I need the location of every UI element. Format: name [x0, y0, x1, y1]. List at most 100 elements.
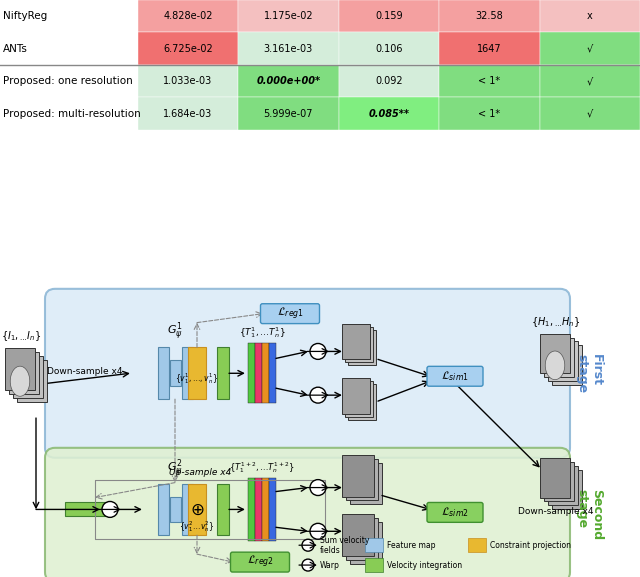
Bar — [188, 347, 206, 399]
Text: Velocity integration: Velocity integration — [387, 561, 462, 569]
Ellipse shape — [10, 366, 29, 396]
Bar — [255, 478, 262, 541]
Text: √: √ — [587, 76, 593, 86]
Bar — [157, 484, 168, 535]
Bar — [439, 0, 540, 32]
Text: Feature map: Feature map — [387, 541, 435, 550]
Bar — [182, 484, 193, 535]
Bar — [170, 496, 180, 522]
FancyBboxPatch shape — [427, 366, 483, 386]
Bar — [248, 343, 255, 403]
Bar — [238, 65, 339, 98]
Text: 6.725e-02: 6.725e-02 — [163, 44, 212, 54]
Text: Up-sample x4: Up-sample x4 — [169, 468, 231, 477]
Bar — [269, 343, 276, 403]
Bar — [5, 349, 35, 390]
Bar — [552, 470, 582, 509]
Bar — [138, 65, 238, 98]
Bar — [540, 65, 640, 98]
Text: $G^2_\psi$: $G^2_\psi$ — [167, 458, 183, 479]
Bar — [345, 327, 373, 362]
Bar — [17, 361, 47, 402]
Text: x: x — [587, 11, 593, 21]
Bar — [138, 98, 238, 130]
Text: Down-sample x4: Down-sample x4 — [47, 368, 123, 376]
Text: $\mathcal{L}_{reg1}$: $\mathcal{L}_{reg1}$ — [276, 305, 303, 322]
Text: Proposed: one resolution: Proposed: one resolution — [3, 76, 133, 86]
Bar — [439, 65, 540, 98]
Bar — [346, 518, 378, 560]
Bar — [339, 0, 439, 32]
Bar — [342, 455, 374, 496]
Text: 0.000e+00*: 0.000e+00* — [256, 76, 321, 86]
FancyBboxPatch shape — [230, 552, 289, 572]
Text: 0.085**: 0.085** — [368, 108, 410, 119]
Text: Warp: Warp — [320, 561, 340, 569]
Bar — [170, 361, 180, 386]
Bar — [468, 538, 486, 552]
Bar — [9, 353, 39, 394]
Bar — [238, 32, 339, 65]
Bar — [238, 0, 339, 32]
Bar — [548, 342, 578, 381]
Text: $\{v^2_1 \ldots v^2_n\}$: $\{v^2_1 \ldots v^2_n\}$ — [179, 519, 215, 534]
Bar — [217, 347, 229, 399]
Text: 5.999e-07: 5.999e-07 — [264, 108, 313, 119]
FancyBboxPatch shape — [45, 448, 570, 577]
Text: $\{v^1_1, \ldots, v^1_n\}$: $\{v^1_1, \ldots, v^1_n\}$ — [175, 371, 219, 385]
FancyBboxPatch shape — [260, 304, 319, 324]
FancyBboxPatch shape — [427, 503, 483, 522]
Bar — [217, 484, 229, 535]
Bar — [540, 334, 570, 373]
Bar — [350, 463, 382, 504]
Bar — [439, 98, 540, 130]
Bar — [439, 65, 540, 98]
Text: $G^1_\psi$: $G^1_\psi$ — [167, 321, 183, 343]
Bar — [65, 503, 107, 516]
Text: Second
stage: Second stage — [575, 489, 603, 540]
Bar — [182, 347, 193, 399]
Bar — [548, 466, 578, 505]
Bar — [248, 478, 255, 541]
Bar — [350, 522, 382, 564]
Bar — [348, 329, 376, 365]
Bar — [269, 478, 276, 541]
Text: $\mathcal{L}_{reg2}$: $\mathcal{L}_{reg2}$ — [246, 554, 273, 570]
Bar — [238, 32, 339, 65]
Bar — [339, 65, 439, 98]
Text: NiftyReg: NiftyReg — [3, 11, 47, 21]
Bar — [540, 0, 640, 32]
Text: Down-sample x4: Down-sample x4 — [518, 507, 594, 516]
Bar — [540, 98, 640, 130]
Bar — [348, 384, 376, 420]
Bar — [339, 0, 439, 32]
Text: $\mathcal{L}_{sim2}$: $\mathcal{L}_{sim2}$ — [441, 505, 469, 519]
Bar — [544, 338, 574, 377]
Text: 0.106: 0.106 — [375, 44, 403, 54]
Text: $\{H_1,_{\ldots}H_n\}$: $\{H_1,_{\ldots}H_n\}$ — [531, 315, 580, 328]
Text: √: √ — [587, 108, 593, 119]
Text: < 1*: < 1* — [478, 108, 500, 119]
Text: $\oplus$: $\oplus$ — [190, 500, 204, 518]
Bar — [339, 32, 439, 65]
Text: 1647: 1647 — [477, 44, 502, 54]
Bar — [342, 379, 370, 414]
Bar — [365, 538, 383, 552]
Bar — [262, 478, 269, 541]
Bar — [540, 32, 640, 65]
Bar — [339, 65, 439, 98]
Bar — [138, 32, 238, 65]
Bar — [439, 0, 540, 32]
Text: 4.828e-02: 4.828e-02 — [163, 11, 212, 21]
Bar — [157, 347, 168, 399]
Circle shape — [302, 539, 314, 551]
Bar — [138, 32, 238, 65]
Bar — [138, 0, 238, 32]
Bar — [540, 32, 640, 65]
Bar — [439, 32, 540, 65]
Text: First
stage: First stage — [575, 354, 603, 393]
Text: $\{I_1,_{\ldots}I_n\}$: $\{I_1,_{\ldots}I_n\}$ — [1, 329, 41, 343]
Bar — [138, 98, 238, 130]
Bar — [255, 343, 262, 403]
Bar — [339, 32, 439, 65]
